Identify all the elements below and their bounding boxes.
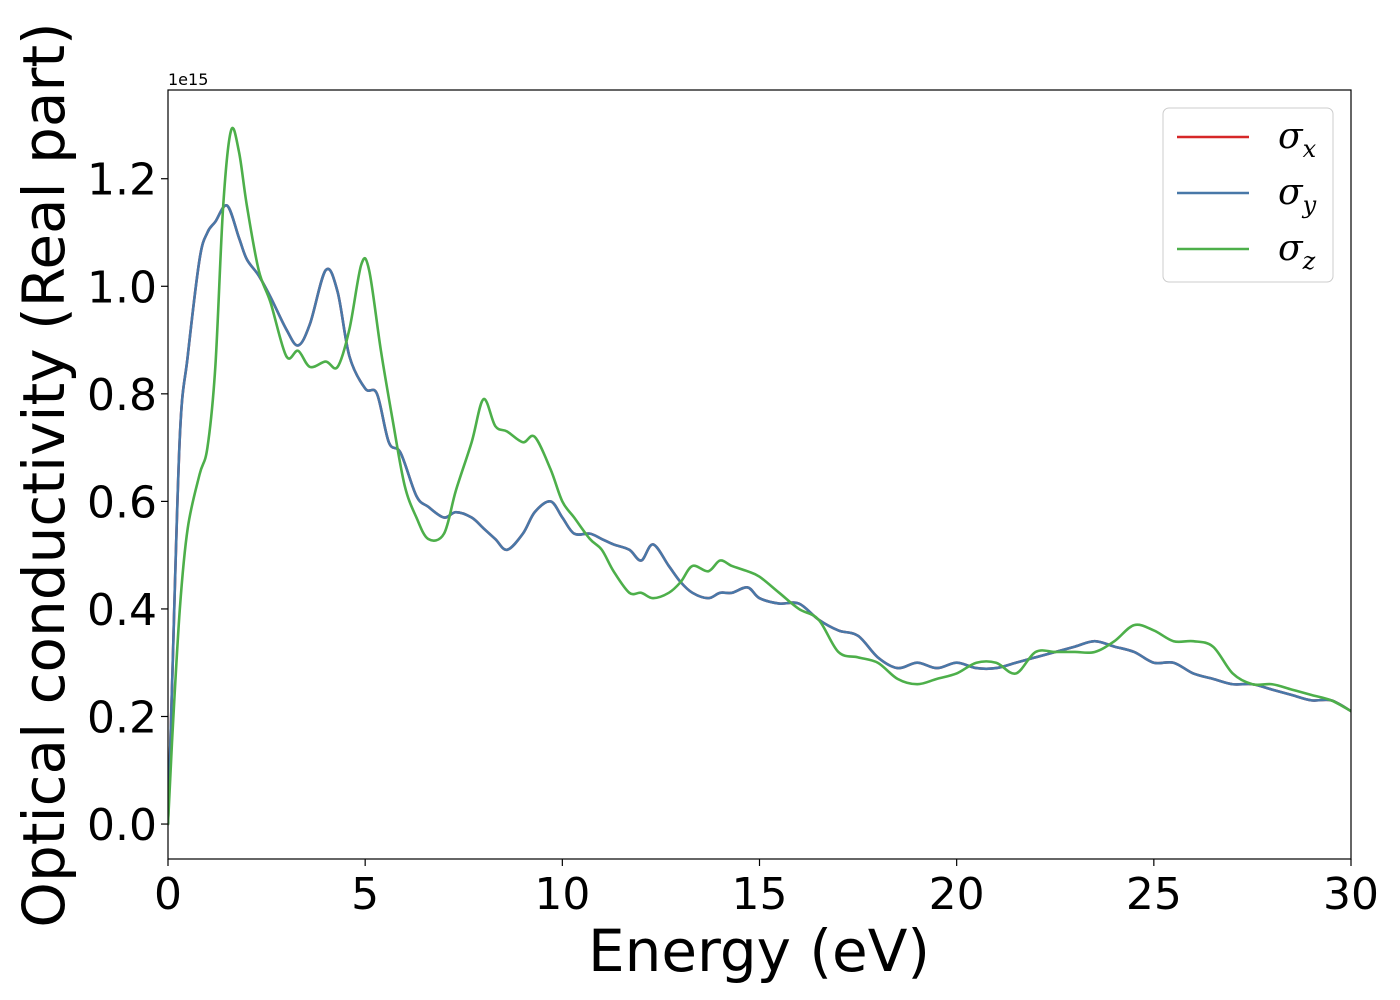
- y-axis-title: Optical conductivity (Real part): [10, 22, 78, 927]
- y-tick-label: 0.8: [87, 370, 157, 421]
- x-axis-ticks: 0 5 10 15 20 25 30: [154, 859, 1379, 920]
- y-tick-label: 1.2: [87, 155, 157, 206]
- y-tick-label: 1.0: [87, 262, 157, 313]
- x-axis-title: Energy (eV): [588, 917, 930, 985]
- x-tick-label: 0: [154, 869, 182, 920]
- legend-label-subscript: y: [1302, 191, 1317, 219]
- legend-label-subscript: z: [1302, 247, 1316, 275]
- x-tick-label: 25: [1126, 869, 1182, 920]
- y-tick-label: 0.4: [87, 585, 157, 636]
- plot-lines: [168, 126, 1351, 826]
- y-tick-label: 0.0: [87, 800, 157, 851]
- legend-label-y: σy: [1278, 172, 1317, 219]
- y-offset-text: 1e15: [168, 70, 208, 89]
- legend-label-base: σ: [1278, 172, 1304, 213]
- y-tick-label: 0.6: [87, 477, 157, 528]
- legend-box: [1162, 107, 1334, 283]
- legend-label-z: σz: [1278, 228, 1316, 275]
- x-tick-label: 10: [534, 869, 590, 920]
- series-line-y: [168, 204, 1351, 826]
- legend-label-x: σx: [1278, 116, 1317, 163]
- series-line-z: [168, 126, 1351, 826]
- legend-label-base: σ: [1278, 116, 1304, 157]
- x-tick-label: 15: [732, 869, 788, 920]
- y-tick-label: 0.2: [87, 692, 157, 743]
- legend-label-base: σ: [1278, 228, 1304, 269]
- x-tick-label: 5: [351, 869, 379, 920]
- legend-label-subscript: x: [1303, 135, 1317, 163]
- x-tick-label: 30: [1323, 869, 1379, 920]
- y-axis-ticks: 0.0 0.2 0.4 0.6 0.8 1.0 1.2: [87, 155, 168, 851]
- x-tick-label: 20: [929, 869, 985, 920]
